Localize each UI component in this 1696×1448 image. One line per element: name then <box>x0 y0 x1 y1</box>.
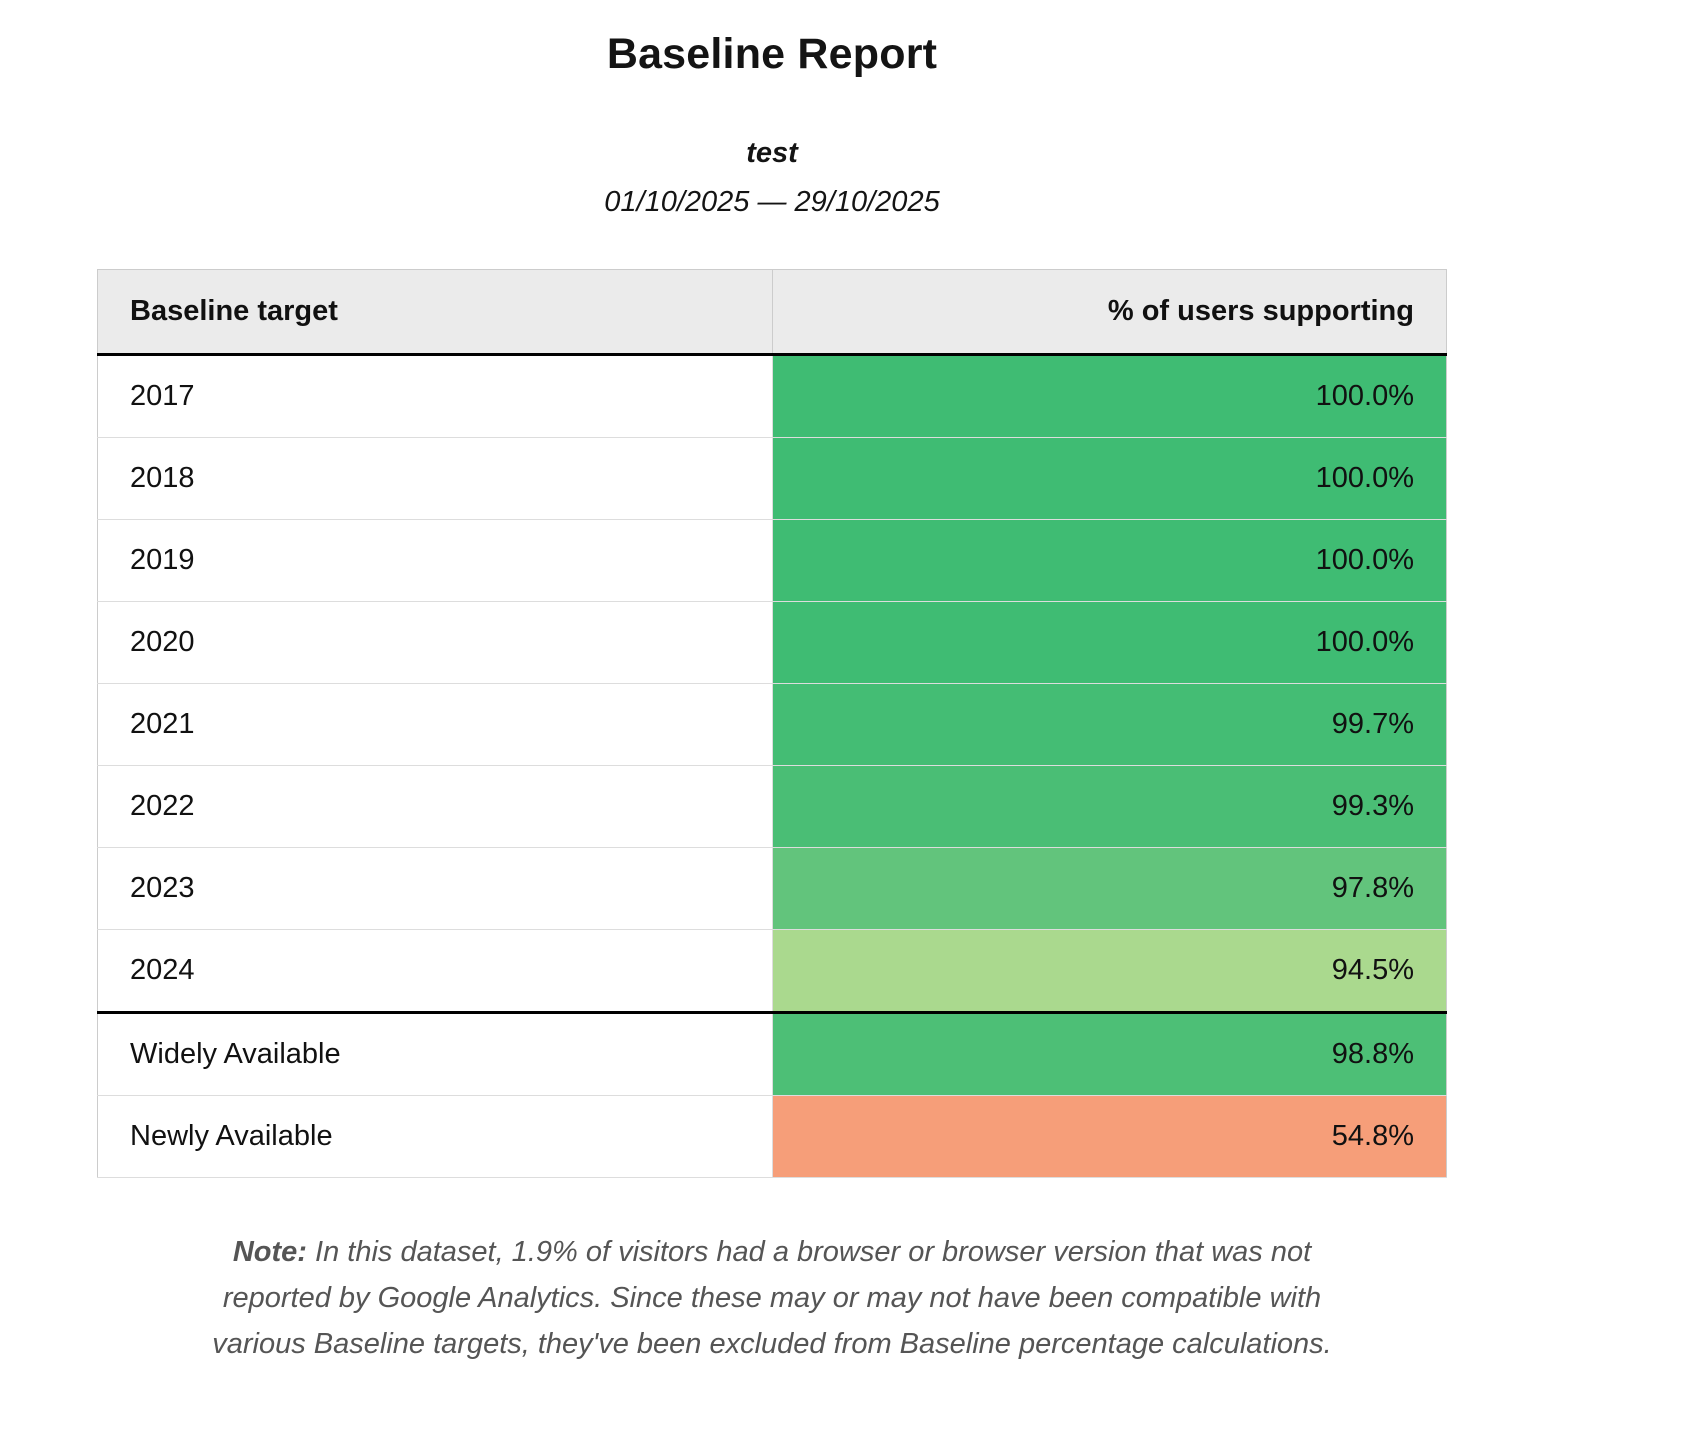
table-row: 2022 99.3% <box>97 765 1447 848</box>
footnote: Note: In this dataset, 1.9% of visitors … <box>182 1230 1362 1367</box>
row-value: 98.8% <box>772 1011 1447 1096</box>
row-value: 97.8% <box>772 847 1447 930</box>
table-row: 2019 100.0% <box>97 519 1447 602</box>
report-subtitle: test <box>746 137 798 169</box>
table-row: 2017 100.0% <box>97 354 1447 438</box>
row-value: 100.0% <box>772 354 1447 438</box>
table-row: 2020 100.0% <box>97 601 1447 684</box>
row-label: 2019 <box>97 519 773 602</box>
table-row: 2024 94.5% <box>97 929 1447 1013</box>
row-label: Newly Available <box>97 1095 773 1178</box>
row-label: 2021 <box>97 683 773 766</box>
column-header-baseline-target: Baseline target <box>97 269 773 356</box>
row-value: 100.0% <box>772 437 1447 520</box>
row-label: 2018 <box>97 437 773 520</box>
footnote-text: In this dataset, 1.9% of visitors had a … <box>212 1236 1332 1360</box>
table-row: Newly Available 54.8% <box>97 1095 1447 1178</box>
report-page: Baseline Report test 01/10/2025 — 29/10/… <box>97 0 1447 1367</box>
footnote-label: Note: <box>232 1236 307 1268</box>
row-label: 2023 <box>97 847 773 930</box>
table-header-row: Baseline target % of users supporting <box>97 269 1447 356</box>
row-value: 100.0% <box>772 601 1447 684</box>
report-date-range: 01/10/2025 — 29/10/2025 <box>604 186 940 218</box>
report-title: Baseline Report <box>606 30 938 78</box>
table-row: 2023 97.8% <box>97 847 1447 930</box>
row-label: 2024 <box>97 929 773 1013</box>
column-header-percent-users: % of users supporting <box>772 269 1447 356</box>
row-value: 94.5% <box>772 929 1447 1013</box>
table-body: 2017 100.0% 2018 100.0% 2019 100.0% 2020… <box>97 354 1447 1178</box>
row-label: 2017 <box>97 354 773 438</box>
row-label: Widely Available <box>97 1011 773 1096</box>
row-value: 100.0% <box>772 519 1447 602</box>
row-value: 99.3% <box>772 765 1447 848</box>
row-label: 2020 <box>97 601 773 684</box>
table-row: 2021 99.7% <box>97 683 1447 766</box>
baseline-table: Baseline target % of users supporting 20… <box>97 269 1447 1178</box>
table-row: 2018 100.0% <box>97 437 1447 520</box>
row-label: 2022 <box>97 765 773 848</box>
table-row: Widely Available 98.8% <box>97 1011 1447 1096</box>
row-value: 54.8% <box>772 1095 1447 1178</box>
row-value: 99.7% <box>772 683 1447 766</box>
